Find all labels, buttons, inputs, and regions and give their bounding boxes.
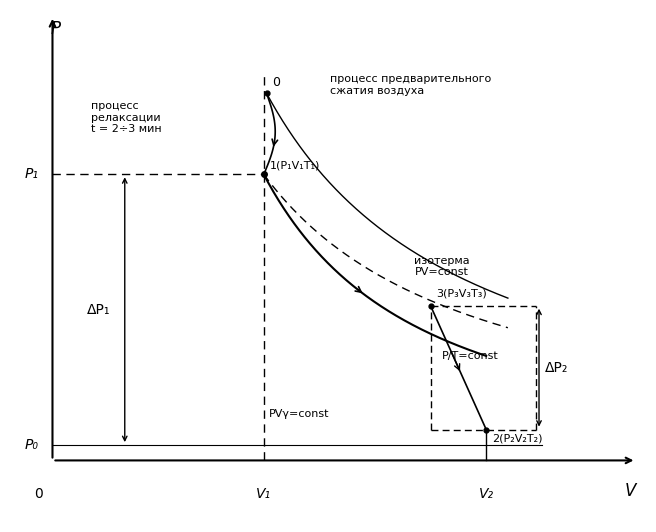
Text: изотерма
PV=const: изотерма PV=const <box>415 256 470 277</box>
Text: 2(P₂V₂T₂): 2(P₂V₂T₂) <box>492 434 543 443</box>
Text: P₁: P₁ <box>24 168 39 181</box>
Text: V₂: V₂ <box>479 487 494 502</box>
Text: ΔP₁: ΔP₁ <box>87 303 111 317</box>
Text: P: P <box>51 20 60 38</box>
Text: V: V <box>625 481 636 500</box>
Text: 0: 0 <box>34 487 43 502</box>
Text: V₁: V₁ <box>256 487 272 502</box>
Text: процесс
релаксации
t = 2÷3 мин: процесс релаксации t = 2÷3 мин <box>91 101 162 134</box>
Text: 0: 0 <box>272 77 280 89</box>
Text: процесс предварительного
сжатия воздуха: процесс предварительного сжатия воздуха <box>331 74 492 96</box>
Text: ΔP₂: ΔP₂ <box>544 361 568 375</box>
Text: P₀: P₀ <box>24 438 39 452</box>
Text: P/T=const: P/T=const <box>441 351 499 361</box>
Text: 1(P₁V₁T₁): 1(P₁V₁T₁) <box>270 161 319 171</box>
Text: PVγ=const: PVγ=const <box>270 409 330 419</box>
Text: 3(P₃V₃T₃): 3(P₃V₃T₃) <box>436 288 487 298</box>
